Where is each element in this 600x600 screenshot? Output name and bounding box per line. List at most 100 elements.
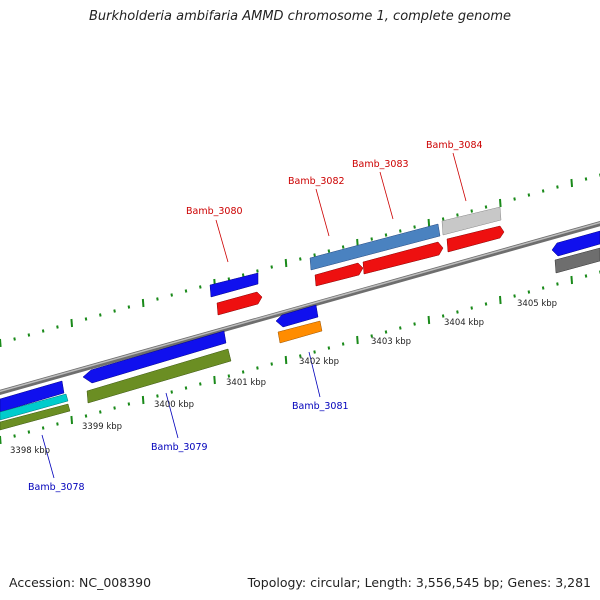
minor-tick <box>484 205 488 209</box>
minor-tick <box>341 342 345 346</box>
major-tick <box>141 395 145 405</box>
map-title: Burkholderia ambifaria AMMD chromosome 1… <box>88 9 512 24</box>
chromosome-backbone <box>0 221 600 395</box>
major-tick <box>141 298 145 308</box>
major-tick <box>0 338 2 348</box>
major-tick <box>499 198 502 208</box>
minor-tick <box>313 350 316 354</box>
gene-feature-3084-gray[interactable] <box>441 206 502 236</box>
minor-tick <box>384 330 388 334</box>
gene-feature-3082-steelblue[interactable] <box>309 223 441 271</box>
kbp-label-3405: 3405 kbp <box>517 299 557 309</box>
topology-text: Topology: circular; Length: 3,556,545 bp… <box>247 575 591 590</box>
connectors-upper <box>215 152 467 263</box>
minor-tick <box>299 354 302 358</box>
gene-feature-3083-red[interactable] <box>362 241 444 275</box>
gene-feature-3080-blue[interactable] <box>209 272 259 298</box>
minor-tick <box>527 290 531 294</box>
minor-tick <box>470 306 474 310</box>
minor-tick <box>84 414 88 418</box>
kbp-label-3403: 3403 kbp <box>371 337 411 347</box>
gene-label-3082[interactable]: Bamb_3082 <box>288 176 345 187</box>
minor-tick <box>99 313 102 317</box>
minor-tick <box>299 257 302 261</box>
minor-tick <box>113 309 116 313</box>
kbp-label-3399: 3399 kbp <box>82 422 122 432</box>
gene-feature-3080-red[interactable] <box>216 291 263 316</box>
gene-label-3079[interactable]: Bamb_3079 <box>151 442 208 453</box>
kbp-label-3398: 3398 kbp <box>10 446 50 456</box>
minor-tick <box>327 346 331 350</box>
minor-tick <box>184 386 188 390</box>
minor-tick <box>399 326 402 330</box>
gene-feature-3081-orange[interactable] <box>277 320 323 344</box>
gene-feature-3084-red[interactable] <box>446 225 505 253</box>
chromosome-backbone-highlight <box>0 221 600 393</box>
gene-feature-right-blue[interactable] <box>551 230 600 257</box>
major-tick <box>570 178 574 188</box>
gene-label-3080[interactable]: Bamb_3080 <box>186 206 243 217</box>
minor-tick <box>527 193 531 197</box>
gene-label-3078[interactable]: Bamb_3078 <box>28 482 85 493</box>
major-tick <box>284 258 288 268</box>
minor-tick <box>241 370 245 374</box>
major-tick <box>284 355 288 365</box>
minor-tick <box>41 329 45 333</box>
minor-tick <box>199 382 202 386</box>
minor-tick <box>470 209 474 213</box>
minor-tick <box>513 294 516 298</box>
minor-tick <box>184 289 188 293</box>
kbp-label-3402: 3402 kbp <box>299 357 339 367</box>
minor-tick <box>41 426 45 430</box>
minor-tick <box>541 189 545 193</box>
minor-tick <box>256 366 259 370</box>
minor-tick <box>541 286 545 290</box>
minor-tick <box>513 197 516 201</box>
major-tick <box>0 435 2 445</box>
gene-feature-3079-olive[interactable] <box>86 348 232 404</box>
minor-tick <box>584 177 588 181</box>
minor-tick <box>584 274 588 278</box>
minor-tick <box>384 233 388 237</box>
minor-tick <box>256 269 259 273</box>
minor-tick <box>399 229 402 233</box>
gene-label-3081[interactable]: Bamb_3081 <box>292 401 349 412</box>
gene-feature-3078-blue[interactable] <box>0 380 65 413</box>
minor-tick <box>413 322 416 326</box>
minor-ticks-lower <box>0 270 600 445</box>
minor-tick <box>113 406 116 410</box>
kbp-label-3401: 3401 kbp <box>226 378 266 388</box>
minor-tick <box>99 410 102 414</box>
minor-tick <box>13 434 16 438</box>
gene-feature-3079-blue[interactable] <box>82 330 227 384</box>
minor-tick <box>156 394 159 398</box>
major-tick <box>427 315 431 325</box>
gene-label-3083[interactable]: Bamb_3083 <box>352 159 409 170</box>
minor-tick <box>270 362 274 366</box>
minor-tick <box>27 430 31 434</box>
minor-tick <box>441 314 445 318</box>
minor-tick <box>441 217 445 221</box>
kbp-label-3404: 3404 kbp <box>444 318 484 328</box>
minor-tick <box>556 185 559 189</box>
minor-tick <box>313 253 316 257</box>
minor-tick <box>556 282 559 286</box>
minor-tick <box>484 302 488 306</box>
minor-tick <box>327 249 331 253</box>
minor-tick <box>56 325 59 329</box>
minor-tick <box>413 225 416 229</box>
gene-label-3084[interactable]: Bamb_3084 <box>426 140 483 151</box>
minor-tick <box>270 265 274 269</box>
gene-feature-3078-cyan[interactable] <box>0 393 69 421</box>
connectors-lower <box>41 351 321 479</box>
minor-tick <box>27 333 31 337</box>
gene-feature-3081-blue[interactable] <box>275 304 319 328</box>
gene-feature-3078-olive[interactable] <box>0 403 71 431</box>
gene-feature-right-darkgray[interactable] <box>554 247 600 274</box>
gene-feature-3082-red[interactable] <box>314 262 364 287</box>
minor-tick <box>156 297 159 301</box>
minor-tick <box>127 402 131 406</box>
minor-tick <box>341 245 345 249</box>
major-tick <box>70 318 74 328</box>
major-tick <box>213 375 216 385</box>
